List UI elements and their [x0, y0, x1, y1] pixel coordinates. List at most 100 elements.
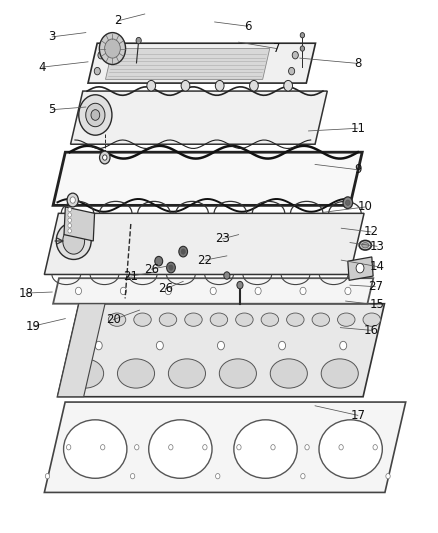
- Polygon shape: [57, 304, 385, 397]
- Polygon shape: [348, 257, 373, 280]
- Circle shape: [215, 80, 224, 91]
- Circle shape: [300, 46, 304, 51]
- Circle shape: [68, 223, 71, 228]
- Circle shape: [165, 287, 171, 295]
- Ellipse shape: [117, 359, 155, 388]
- Text: 11: 11: [350, 122, 365, 135]
- Circle shape: [356, 263, 364, 273]
- Polygon shape: [44, 402, 406, 492]
- Circle shape: [68, 218, 71, 222]
- Circle shape: [292, 52, 298, 59]
- Circle shape: [181, 249, 185, 254]
- Text: 19: 19: [26, 320, 41, 333]
- Circle shape: [45, 473, 49, 479]
- Polygon shape: [53, 278, 373, 304]
- Text: 6: 6: [244, 20, 251, 33]
- Ellipse shape: [83, 313, 100, 326]
- Ellipse shape: [338, 313, 355, 326]
- Circle shape: [147, 80, 155, 91]
- Ellipse shape: [149, 420, 212, 478]
- Text: 4: 4: [39, 61, 46, 74]
- Circle shape: [343, 197, 353, 208]
- Ellipse shape: [185, 313, 202, 326]
- Circle shape: [91, 110, 100, 120]
- Circle shape: [156, 341, 163, 350]
- Text: 5: 5: [49, 103, 56, 116]
- Polygon shape: [71, 91, 327, 144]
- Circle shape: [134, 445, 139, 450]
- Ellipse shape: [159, 313, 177, 326]
- Circle shape: [373, 445, 378, 450]
- Circle shape: [218, 341, 224, 350]
- Ellipse shape: [64, 420, 127, 478]
- Text: 15: 15: [370, 298, 385, 311]
- Circle shape: [79, 95, 112, 135]
- Ellipse shape: [234, 420, 297, 478]
- Circle shape: [102, 155, 107, 160]
- Polygon shape: [53, 152, 362, 205]
- Ellipse shape: [56, 222, 91, 260]
- Text: 27: 27: [368, 280, 383, 293]
- Text: 21: 21: [124, 270, 138, 282]
- Circle shape: [99, 151, 110, 164]
- Circle shape: [131, 473, 135, 479]
- Text: 18: 18: [18, 287, 33, 300]
- Text: 23: 23: [215, 232, 230, 245]
- Circle shape: [237, 445, 241, 450]
- Ellipse shape: [134, 313, 151, 326]
- Polygon shape: [88, 43, 315, 83]
- Circle shape: [300, 287, 306, 295]
- Circle shape: [63, 228, 85, 254]
- Circle shape: [181, 80, 190, 91]
- Polygon shape: [57, 304, 105, 397]
- Text: 14: 14: [370, 260, 385, 273]
- Circle shape: [203, 445, 207, 450]
- Circle shape: [68, 207, 71, 212]
- Ellipse shape: [362, 243, 369, 248]
- Circle shape: [67, 193, 78, 207]
- Text: 16: 16: [364, 324, 378, 337]
- Circle shape: [101, 445, 105, 450]
- Circle shape: [67, 445, 71, 450]
- Ellipse shape: [210, 313, 228, 326]
- Ellipse shape: [108, 313, 126, 326]
- Text: 26: 26: [144, 263, 159, 276]
- Circle shape: [301, 473, 305, 479]
- Circle shape: [386, 473, 390, 479]
- Circle shape: [155, 256, 162, 266]
- Ellipse shape: [168, 359, 205, 388]
- Text: 10: 10: [358, 200, 373, 213]
- Ellipse shape: [270, 359, 307, 388]
- Ellipse shape: [319, 420, 382, 478]
- Text: 22: 22: [198, 254, 212, 266]
- Text: 12: 12: [364, 225, 378, 238]
- Circle shape: [75, 287, 81, 295]
- Ellipse shape: [321, 359, 358, 388]
- Ellipse shape: [261, 313, 279, 326]
- Circle shape: [289, 67, 295, 75]
- Text: 7: 7: [273, 42, 280, 55]
- Text: 3: 3: [49, 30, 56, 43]
- Circle shape: [120, 287, 127, 295]
- Circle shape: [300, 33, 304, 38]
- Circle shape: [136, 37, 141, 44]
- Ellipse shape: [236, 313, 253, 326]
- Ellipse shape: [67, 359, 104, 388]
- Circle shape: [279, 341, 286, 350]
- Ellipse shape: [359, 240, 371, 250]
- Circle shape: [210, 287, 216, 295]
- Circle shape: [94, 67, 100, 75]
- Circle shape: [255, 287, 261, 295]
- Text: 26: 26: [158, 282, 173, 295]
- Circle shape: [271, 445, 275, 450]
- Circle shape: [339, 445, 343, 450]
- Text: 20: 20: [106, 313, 121, 326]
- Circle shape: [179, 246, 187, 257]
- Circle shape: [95, 341, 102, 350]
- Circle shape: [215, 473, 220, 479]
- Circle shape: [284, 80, 293, 91]
- Ellipse shape: [363, 313, 381, 326]
- Text: 8: 8: [354, 57, 361, 70]
- Polygon shape: [44, 213, 364, 274]
- Circle shape: [345, 287, 351, 295]
